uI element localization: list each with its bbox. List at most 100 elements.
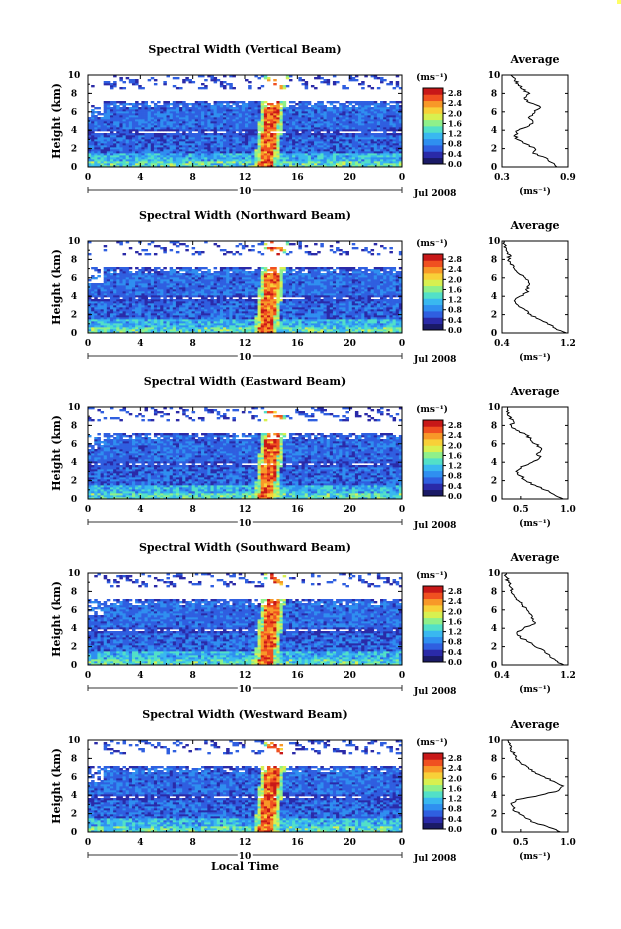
heatmap-cell [301, 313, 306, 316]
heatmap-cell [395, 159, 400, 162]
heatmap-cell [285, 125, 290, 128]
heatmap-cell [229, 315, 233, 318]
heatmap-cell [135, 307, 139, 310]
heatmap-cell [135, 121, 139, 124]
heatmap-cell [172, 321, 177, 324]
heatmap-cell [103, 133, 108, 136]
heatmap-cell [257, 113, 262, 116]
heatmap-cell [182, 129, 186, 132]
heatmap-cell [229, 117, 233, 120]
heatmap-cell [263, 121, 268, 124]
heatmap-cell [276, 133, 280, 136]
heatmap-cell [172, 307, 177, 310]
heatmap-cell [144, 141, 149, 144]
heatmap-cell [97, 127, 101, 130]
heatmap-cell [282, 155, 287, 158]
heatmap-cell [342, 319, 346, 322]
heatmap-cell [314, 143, 318, 146]
heatmap-cell [191, 127, 196, 130]
heatmap-cell [147, 111, 152, 114]
heatmap-cell [301, 137, 306, 140]
heatmap-cell [204, 113, 208, 116]
heatmap-cell [329, 143, 334, 146]
colorbar-swatch [423, 100, 443, 108]
heatmap-cell [213, 133, 218, 136]
heatmap-cell [260, 159, 265, 162]
heatmap-cell [119, 305, 123, 308]
heatmap-cell [364, 143, 368, 146]
heatmap-cell [345, 127, 349, 130]
heatmap-cell [229, 329, 233, 332]
heatmap-cell [172, 115, 177, 118]
heatmap-cell [358, 309, 362, 312]
heatmap-cell [354, 331, 359, 334]
heatmap-cell [116, 159, 120, 162]
heatmap-cell [88, 321, 92, 324]
heatmap-cell [398, 133, 403, 136]
heatmap-cell [213, 127, 218, 130]
heatmap-cell [323, 133, 327, 136]
heatmap-cell [389, 129, 393, 132]
heatmap-cell [320, 321, 324, 324]
heatmap-cell [219, 141, 224, 144]
heatmap-cell [285, 85, 290, 88]
heatmap-cell [135, 147, 139, 150]
heatmap-cell [106, 319, 111, 322]
heatmap-cell [119, 161, 123, 164]
heatmap-cell [223, 311, 227, 314]
heatmap-cell [373, 149, 378, 152]
heatmap-cell [257, 319, 262, 322]
heatmap-cell [339, 303, 343, 306]
heatmap-cell [197, 123, 202, 126]
heatmap-cell [241, 149, 246, 152]
heatmap-cell [386, 109, 390, 112]
heatmap-cell [254, 307, 258, 310]
heatmap-cell [248, 113, 252, 116]
heatmap-cell [241, 163, 246, 166]
heatmap-cell [175, 163, 180, 166]
heatmap-cell [141, 105, 145, 108]
heatmap-cell [119, 331, 123, 334]
heatmap-cell [332, 125, 337, 128]
heatmap-cell [175, 153, 180, 156]
heatmap-cell [263, 307, 268, 310]
heatmap-cell [329, 139, 334, 142]
heatmap-cell [160, 121, 164, 124]
heatmap-cell [201, 319, 205, 322]
heatmap-cell [138, 323, 142, 326]
heatmap-cell [150, 145, 155, 148]
heatmap-cell [339, 163, 343, 166]
heatmap-cell [354, 147, 359, 150]
heatmap-cell [392, 307, 397, 310]
heatmap-cell [263, 115, 268, 118]
heatmap-cell [351, 151, 356, 154]
heatmap-cell [395, 101, 400, 104]
heatmap-cell [201, 119, 205, 122]
heatmap-cell [150, 151, 155, 154]
heatmap-cell [276, 307, 280, 310]
heatmap-cell [88, 309, 92, 312]
heatmap-cell [207, 321, 211, 324]
heatmap-cell [103, 323, 108, 326]
heatmap-cell [282, 125, 287, 128]
heatmap-cell [398, 159, 403, 162]
heatmap-cell [288, 317, 293, 320]
heatmap-cell [131, 301, 136, 304]
heatmap-cell [204, 137, 208, 140]
heatmap-cell [116, 319, 120, 322]
heatmap-cell [389, 161, 393, 164]
heatmap-cell [285, 129, 290, 132]
heatmap-cell [94, 133, 98, 136]
heatmap-cell [288, 137, 293, 140]
heatmap-cell [310, 151, 315, 154]
heatmap-cell [128, 113, 133, 116]
heatmap-cell [320, 129, 324, 132]
heatmap-cell [194, 315, 199, 318]
heatmap-cell [251, 325, 255, 328]
heatmap-cell [131, 163, 136, 166]
heatmap-cell [182, 135, 186, 138]
heatmap-cell [241, 139, 246, 142]
heatmap-cell [144, 147, 149, 150]
heatmap-cell [298, 141, 302, 144]
heatmap-cell [345, 323, 349, 326]
